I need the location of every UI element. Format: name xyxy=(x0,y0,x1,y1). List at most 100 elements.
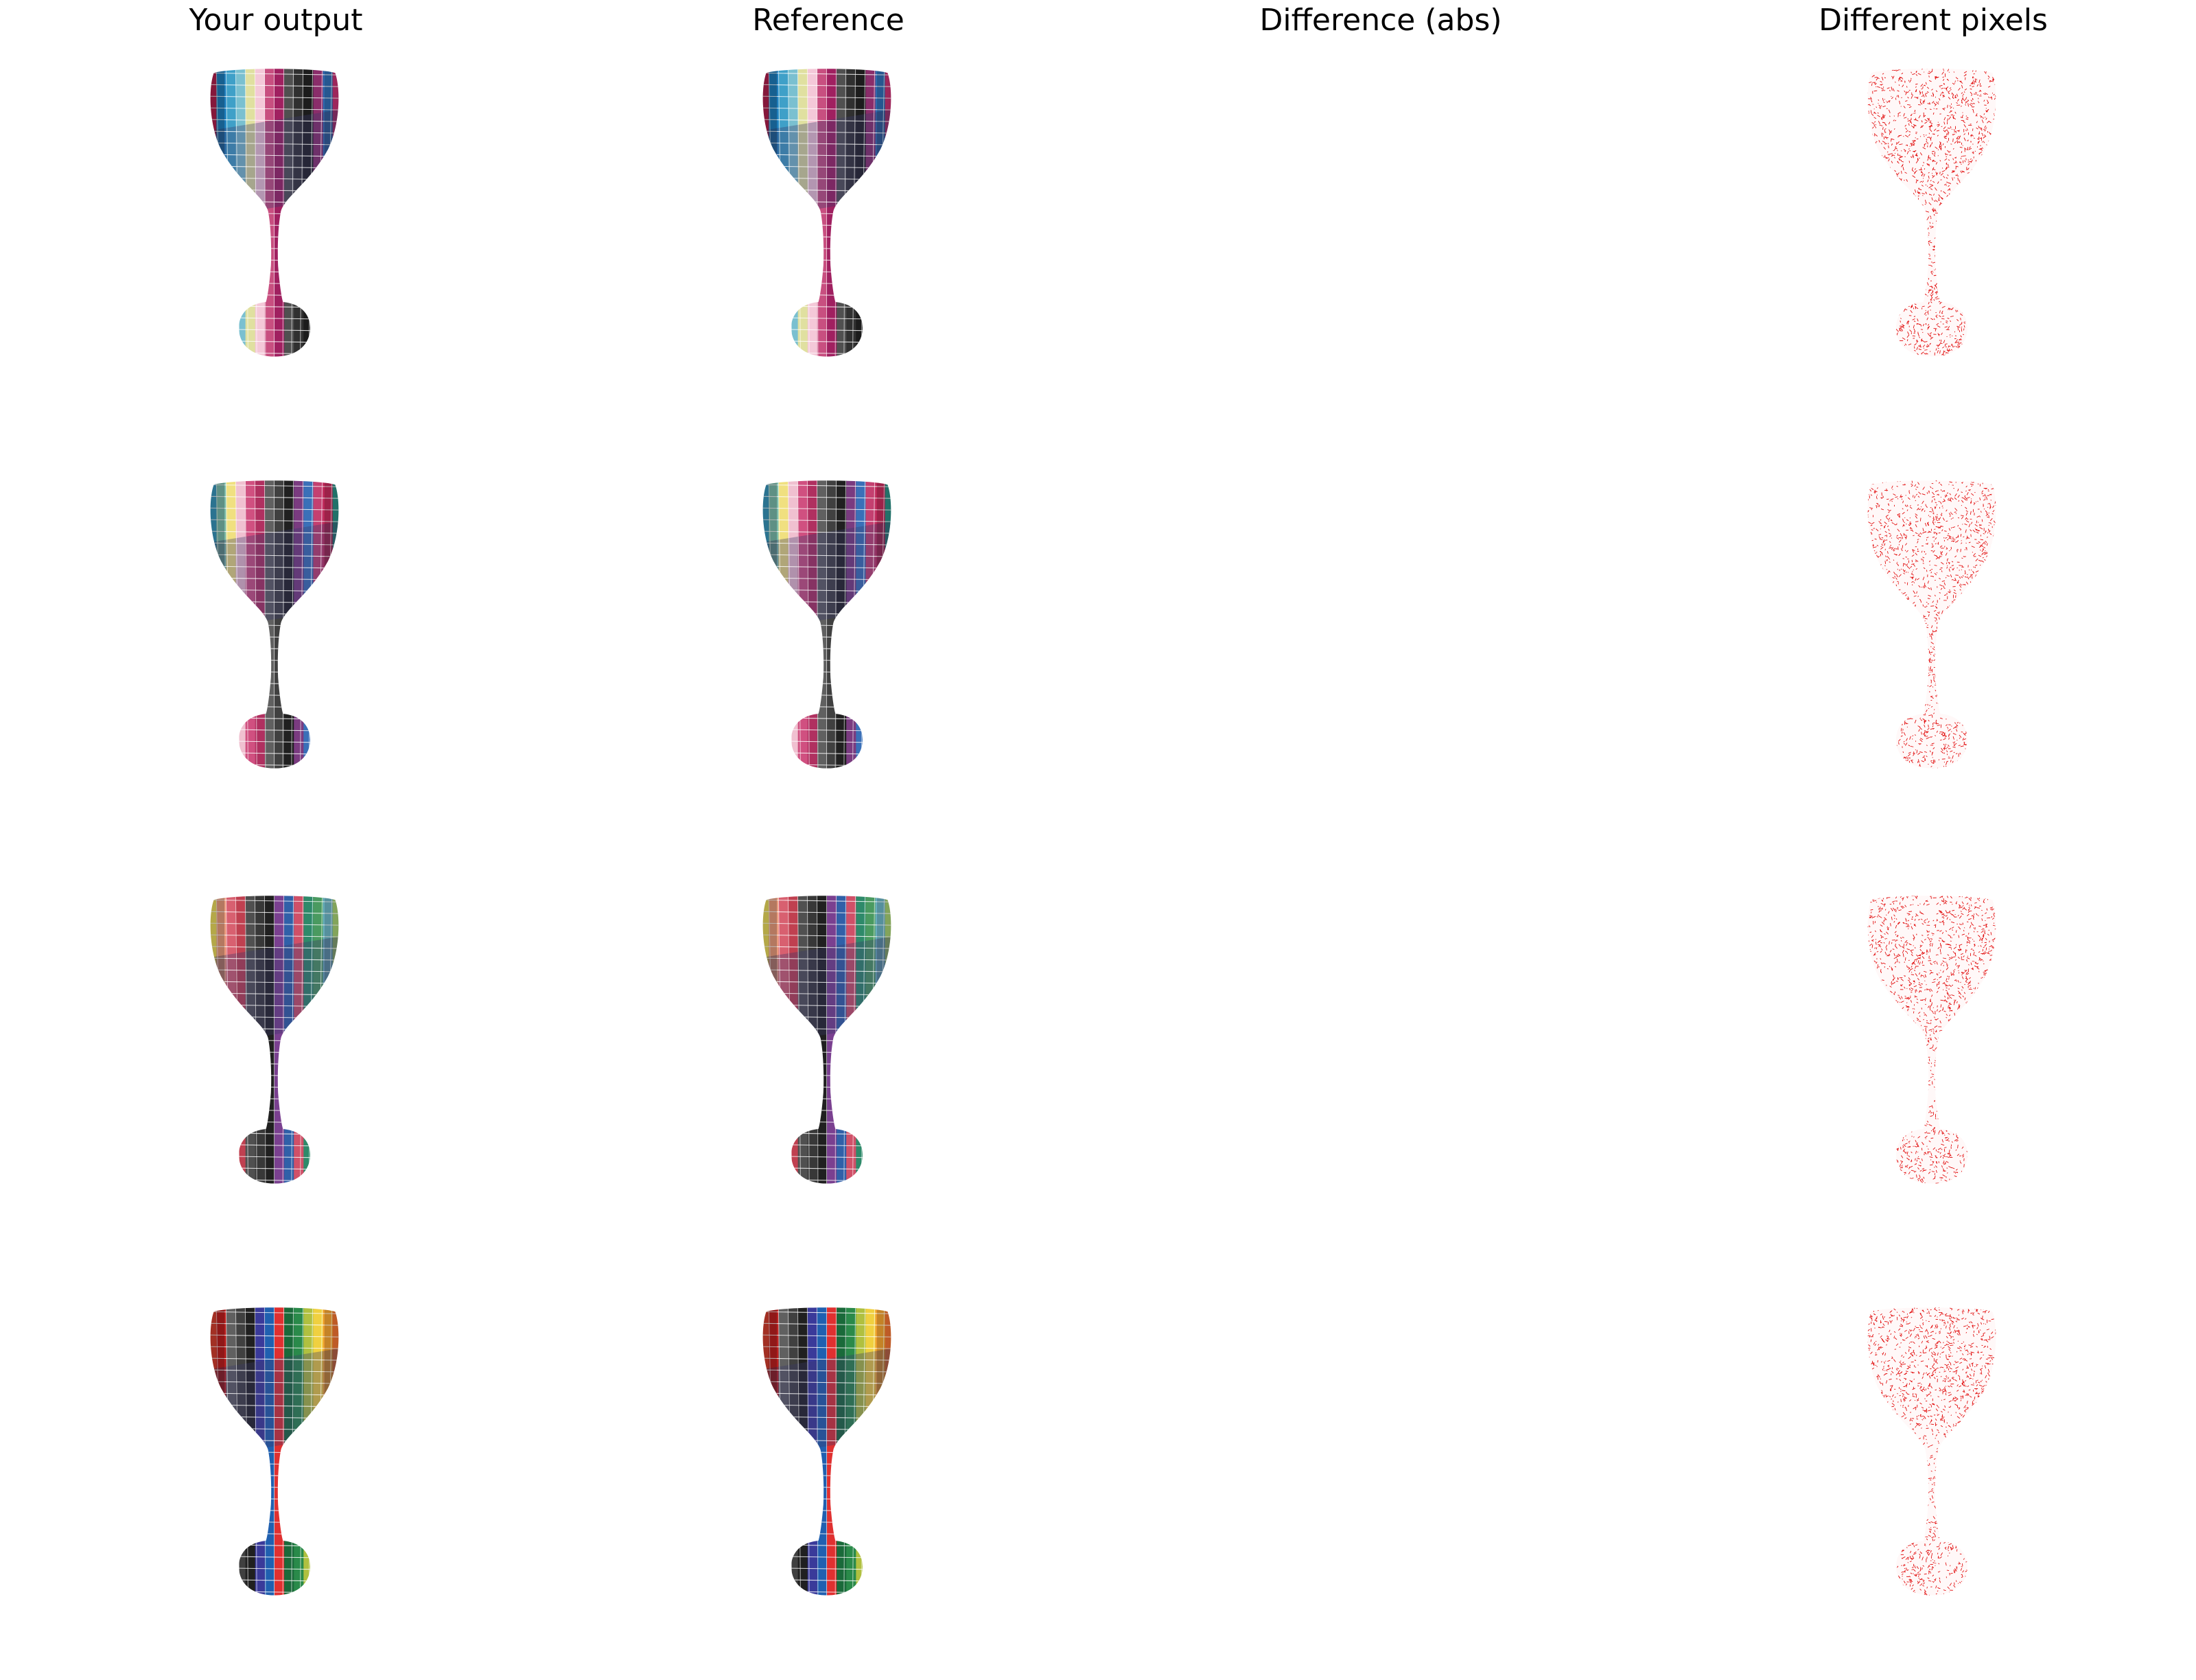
diff-pixel xyxy=(1976,121,1978,124)
diff-pixel xyxy=(1950,126,1952,128)
color-band xyxy=(226,69,237,357)
diff-pixel xyxy=(1991,341,1994,345)
diff-pixel xyxy=(1914,719,1917,723)
diff-pixel xyxy=(1917,97,1919,100)
diff-pixel xyxy=(1900,264,1904,267)
diff-pixel xyxy=(1959,205,1961,207)
diff-pixel xyxy=(1895,596,1897,598)
diff-pixel xyxy=(1920,279,1922,281)
diff-pixel xyxy=(1897,272,1898,275)
diff-pixel xyxy=(1894,233,1897,237)
diff-pixel xyxy=(1956,237,1959,238)
diff-pixel xyxy=(1897,141,1900,144)
diff-pixel xyxy=(1917,242,1920,244)
diff-pixel xyxy=(1923,115,1926,118)
diff-pixel xyxy=(1935,285,1937,289)
color-band xyxy=(264,480,275,769)
diff-pixel xyxy=(1897,172,1900,176)
diff-pixel xyxy=(1970,176,1973,178)
diff-pixel xyxy=(1884,723,1887,725)
diff-pixel xyxy=(1948,756,1950,758)
diff-pixel xyxy=(1965,242,1968,246)
diff-pixel xyxy=(1990,660,1994,662)
diff-pixel xyxy=(1886,260,1889,263)
diff-pixel xyxy=(1957,489,1959,491)
diff-pixel xyxy=(1902,326,1905,329)
diff-pixel xyxy=(1953,589,1956,592)
diff-pixel xyxy=(1931,743,1935,745)
diff-pixel xyxy=(1966,252,1970,255)
diff-pixel xyxy=(1915,749,1917,751)
diff-pixel xyxy=(1949,655,1951,658)
diff-pixel xyxy=(1917,611,1918,614)
diff-pixel xyxy=(1940,526,1943,527)
diff-pixel xyxy=(1876,248,1878,252)
diff-pixel xyxy=(1994,157,1996,160)
diff-pixel xyxy=(1991,513,1994,515)
diff-pixel xyxy=(1976,542,1979,544)
diff-pixel xyxy=(1922,94,1925,97)
diff-pixel xyxy=(1952,689,1954,693)
diff-pixel xyxy=(1963,226,1965,228)
diff-pixel xyxy=(1891,586,1895,590)
diff-pixel xyxy=(1900,760,1904,761)
diff-pixel xyxy=(1988,345,1991,348)
diff-pixel xyxy=(1869,560,1871,563)
diff-pixel xyxy=(1956,318,1959,321)
diff-pixel xyxy=(1871,487,1874,490)
diff-pixel xyxy=(1882,655,1884,657)
diff-pixel xyxy=(1887,87,1890,89)
diff-pixel xyxy=(1915,74,1918,76)
diff-pixel xyxy=(1919,102,1923,105)
diff-pixel xyxy=(1959,161,1962,163)
diff-pixel xyxy=(1976,292,1978,294)
diff-pixel xyxy=(1902,667,1904,669)
diff-pixel xyxy=(1976,520,1978,524)
diff-pixel xyxy=(1891,218,1893,222)
diff-pixel xyxy=(1972,128,1974,131)
diff-pixel xyxy=(1914,252,1917,256)
diff-pixel xyxy=(1987,338,1989,340)
diff-pixel xyxy=(1970,195,1973,198)
diff-pixel xyxy=(1904,242,1906,245)
diff-pixel xyxy=(1917,504,1919,506)
diff-pixel xyxy=(1882,234,1884,237)
diff-pixel xyxy=(1885,579,1888,582)
diff-pixel xyxy=(1913,668,1915,671)
diff-pixel xyxy=(1962,757,1965,760)
diff-pixel xyxy=(1969,612,1972,616)
diff-pixel xyxy=(1991,285,1994,288)
diff-pixel xyxy=(1891,547,1893,550)
diff-pixel xyxy=(1902,167,1904,171)
diff-pixel xyxy=(1917,73,1922,75)
diff-pixel xyxy=(1915,561,1917,562)
diff-pixel xyxy=(1980,116,1983,118)
diff-pixel xyxy=(1933,154,1936,157)
diff-pixel xyxy=(1989,288,1991,290)
diff-pixel xyxy=(1891,198,1894,199)
reference-goblet xyxy=(762,69,891,357)
diff-pixel xyxy=(1932,152,1934,155)
diff-pixel xyxy=(1998,231,1999,233)
diff-pixel xyxy=(1902,270,1904,272)
diff-pixel xyxy=(1924,690,1927,694)
diff-pixel xyxy=(1904,308,1906,310)
diff-pixel xyxy=(1911,249,1913,252)
diff-pixel xyxy=(1996,673,1999,676)
diff-pixel xyxy=(1924,510,1926,512)
diff-pixel xyxy=(1985,561,1987,563)
diff-pixel xyxy=(1956,310,1959,312)
diff-pixel xyxy=(1887,143,1889,145)
diff-pixel xyxy=(1937,630,1940,634)
diff-pixel xyxy=(1940,751,1944,754)
diff-pixel xyxy=(1938,703,1941,705)
diff-pixel xyxy=(1953,299,1956,303)
diff-pixel xyxy=(1963,242,1966,244)
diff-pixel xyxy=(1942,69,1946,70)
diff-pixel xyxy=(1887,551,1889,554)
diff-pixel xyxy=(1863,756,1865,758)
diff-pixel xyxy=(1997,555,1998,556)
diff-pixel xyxy=(1888,517,1891,521)
diff-pixel xyxy=(1928,714,1932,716)
diff-pixel xyxy=(1996,194,1998,195)
